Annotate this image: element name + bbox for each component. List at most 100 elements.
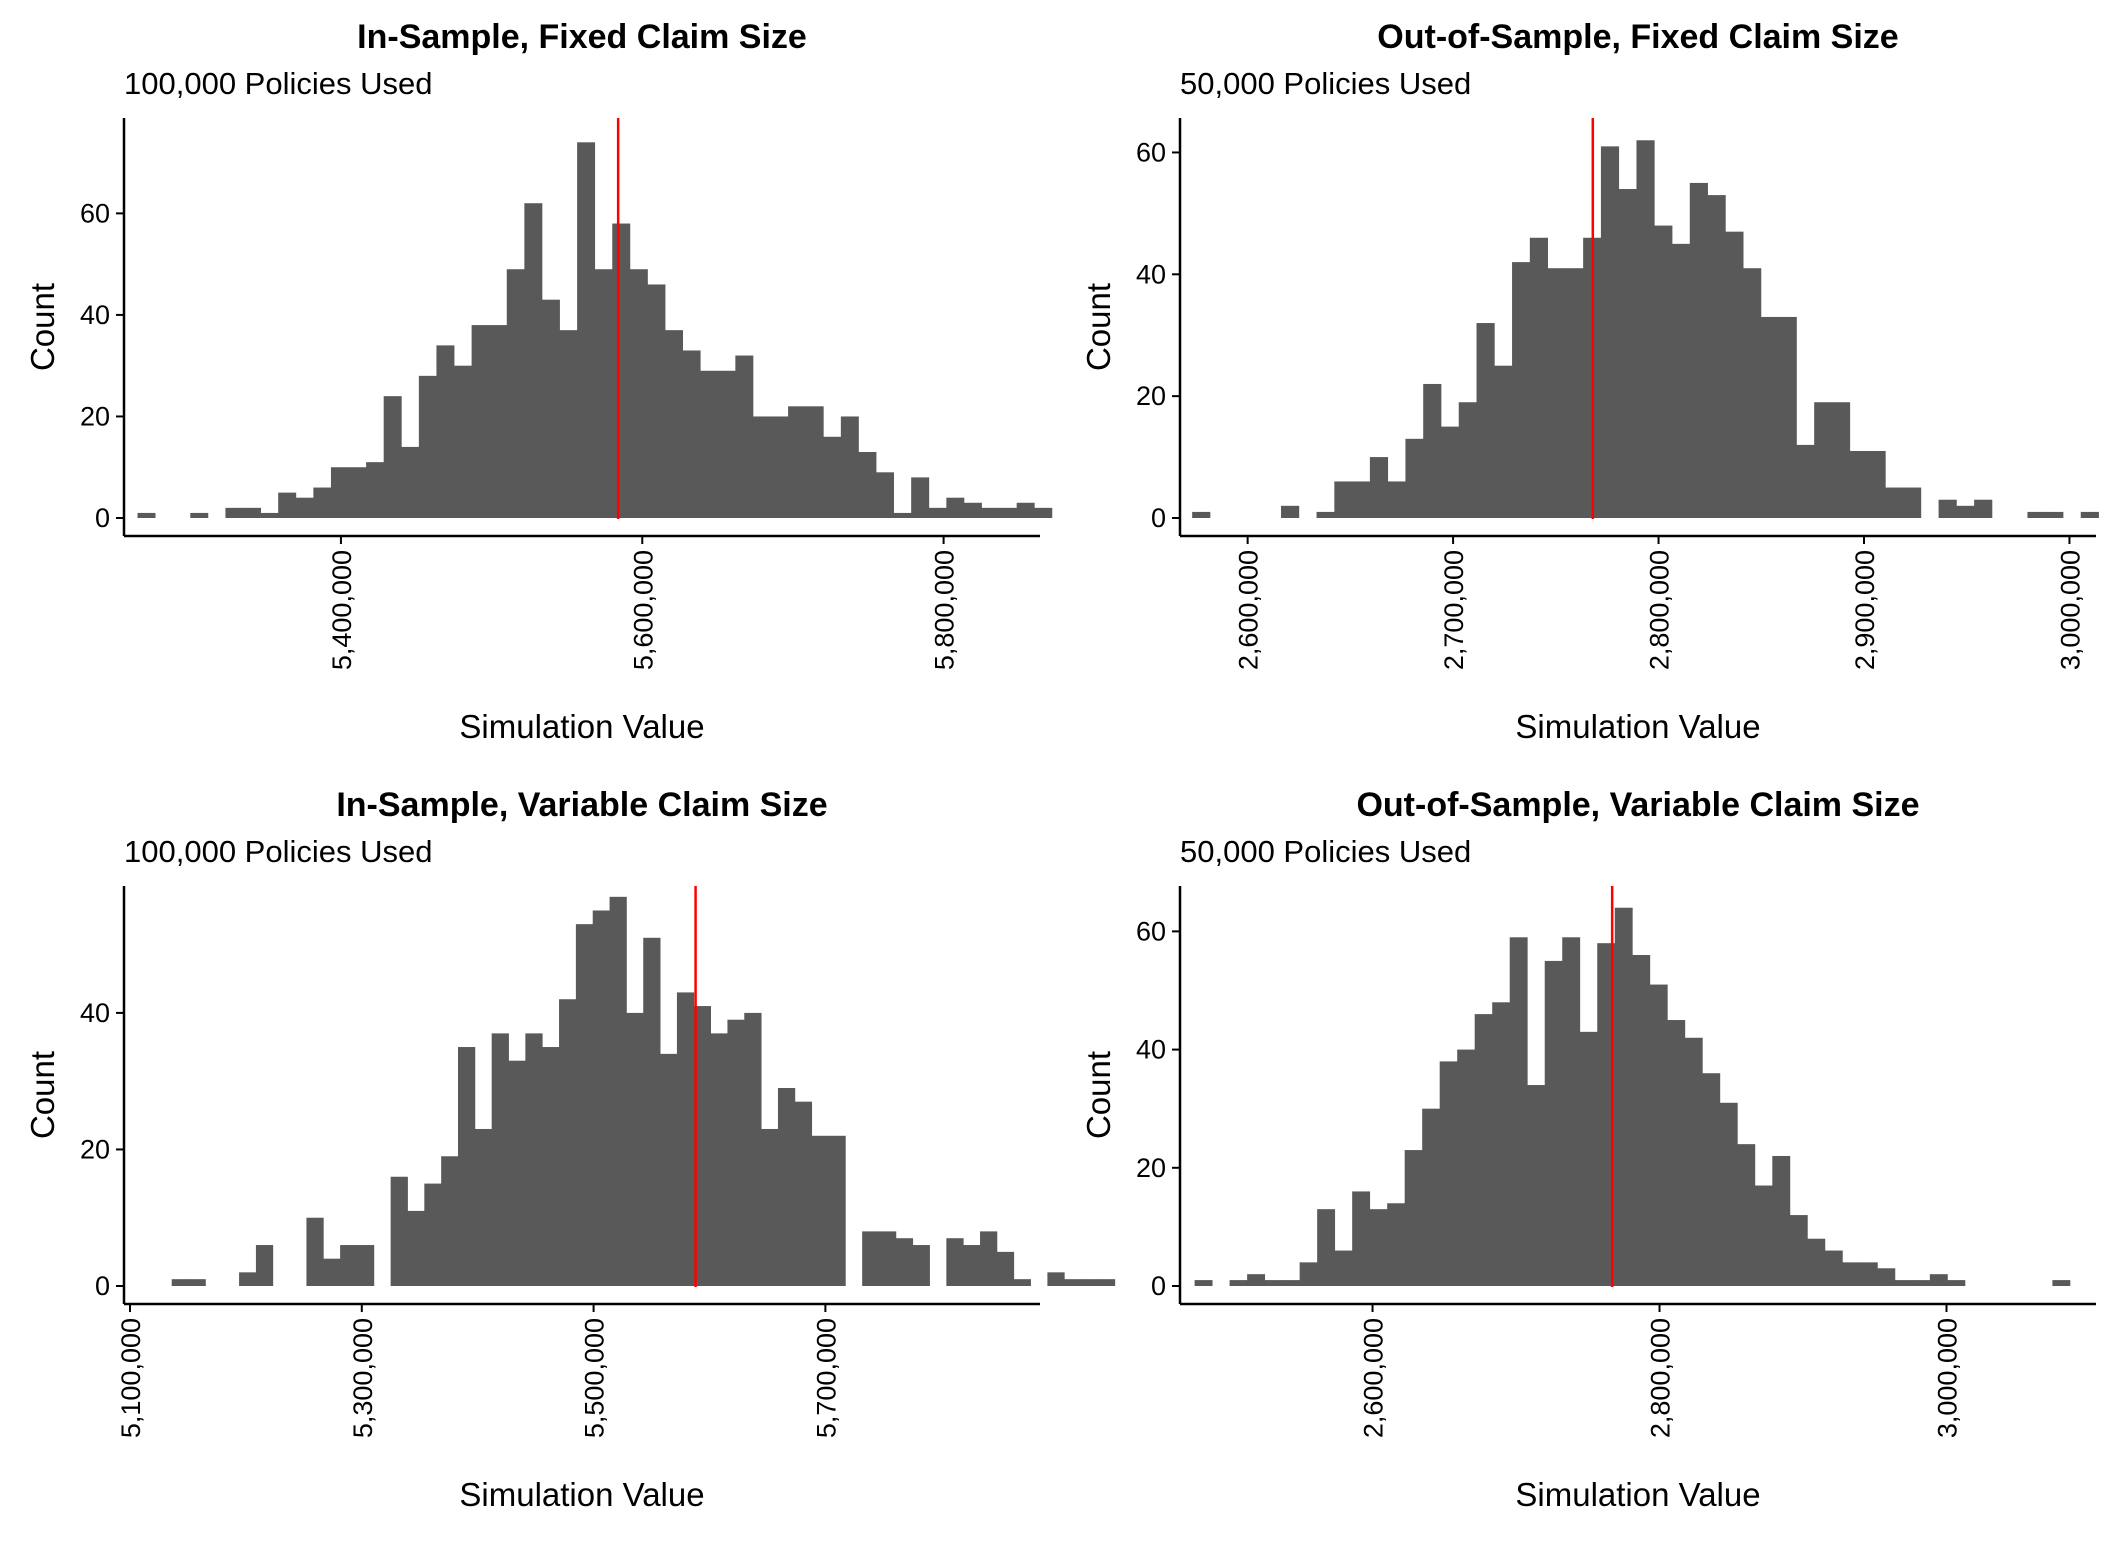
histogram-bar bbox=[1299, 1262, 1318, 1286]
histogram-bar bbox=[752, 416, 771, 518]
histogram-bar bbox=[2080, 511, 2099, 518]
histogram-bar bbox=[626, 1012, 644, 1286]
histogram-bar bbox=[1387, 1203, 1406, 1286]
histogram-bar bbox=[676, 992, 695, 1286]
y-tick-label: 20 bbox=[1136, 381, 1166, 411]
histogram-bar bbox=[1903, 487, 1922, 518]
histogram-bar bbox=[524, 203, 543, 518]
histogram-bar bbox=[1760, 316, 1780, 518]
y-tick-label: 40 bbox=[1136, 1035, 1166, 1065]
histogram-bar bbox=[1877, 1268, 1896, 1286]
histogram-bar bbox=[1929, 1274, 1948, 1286]
histogram-bar bbox=[239, 1272, 257, 1286]
panel-title: In-Sample, Variable Claim Size bbox=[336, 786, 827, 824]
histogram-bar bbox=[744, 1012, 762, 1286]
histogram-bar bbox=[1737, 1144, 1756, 1286]
histogram-bar bbox=[1457, 1049, 1476, 1286]
y-tick-label: 60 bbox=[1136, 137, 1166, 167]
histogram-bar bbox=[1600, 146, 1620, 518]
histogram-bar bbox=[876, 472, 894, 518]
histogram-bar bbox=[390, 1176, 408, 1286]
histogram-bar bbox=[1034, 507, 1053, 518]
histogram-bar bbox=[1667, 1020, 1686, 1286]
histogram-bar bbox=[255, 1245, 274, 1286]
histogram-bar bbox=[1492, 1002, 1511, 1286]
histogram-bar bbox=[794, 1101, 813, 1286]
histogram-bar bbox=[1352, 481, 1371, 518]
x-tick-label: 2,800,000 bbox=[1645, 550, 1675, 670]
histogram-bar bbox=[1938, 499, 1957, 518]
histogram-bar bbox=[1229, 1280, 1248, 1286]
histogram-bar bbox=[1013, 1279, 1031, 1286]
histogram-bar bbox=[1618, 189, 1637, 518]
histogram-bar bbox=[401, 446, 420, 518]
histogram-bar bbox=[1281, 505, 1300, 518]
y-axis-label: Count bbox=[24, 283, 61, 371]
histogram-bar bbox=[1885, 487, 1904, 518]
histogram-bar bbox=[2052, 1280, 2071, 1286]
panel-subtitle: 100,000 Policies Used bbox=[124, 66, 432, 101]
y-tick-label: 0 bbox=[95, 503, 110, 533]
histogram-bar bbox=[629, 269, 648, 518]
histogram-bar bbox=[1527, 1085, 1546, 1286]
histogram-bar bbox=[330, 467, 349, 518]
histogram-bar bbox=[491, 1033, 509, 1286]
histogram-bar bbox=[895, 1238, 914, 1286]
y-tick-label: 0 bbox=[1151, 1271, 1166, 1301]
y-tick-label: 60 bbox=[1136, 916, 1166, 946]
x-tick-label: 2,600,000 bbox=[1234, 550, 1264, 670]
histogram-bar bbox=[340, 1245, 358, 1286]
chart-panel-2: Out-of-Sample, Fixed Claim Size 50,000 Po… bbox=[1080, 18, 2099, 745]
histogram-bar bbox=[458, 1047, 476, 1286]
y-tick-label: 0 bbox=[1151, 503, 1166, 533]
histogram-bar bbox=[418, 375, 437, 518]
histogram-bar bbox=[693, 1006, 711, 1286]
histogram-bar bbox=[559, 999, 577, 1286]
histogram-bar bbox=[1842, 1262, 1861, 1286]
histogram-bar bbox=[577, 142, 596, 519]
histogram-bar bbox=[306, 1217, 324, 1286]
histogram-bar bbox=[1689, 182, 1708, 518]
histogram-bar bbox=[1369, 1209, 1388, 1286]
histogram-bar bbox=[1404, 1150, 1423, 1286]
histogram-bar bbox=[727, 1019, 745, 1286]
histogram-bar bbox=[963, 502, 982, 518]
histogram-bar bbox=[1016, 502, 1035, 518]
histogram-bar bbox=[137, 512, 156, 518]
x-tick-label: 3,000,000 bbox=[1933, 1318, 1963, 1438]
histogram-bar bbox=[1831, 402, 1851, 518]
histogram-bar bbox=[878, 1231, 897, 1286]
histogram-bar bbox=[171, 1279, 189, 1286]
y-tick-label: 40 bbox=[80, 300, 110, 330]
histogram-bar bbox=[811, 1135, 829, 1286]
histogram-bar bbox=[1097, 1279, 1116, 1286]
histogram-bar bbox=[1849, 450, 1868, 518]
histogram-bar bbox=[1192, 511, 1211, 518]
x-tick-label: 3,000,000 bbox=[2055, 550, 2085, 670]
x-axis-label: Simulation Value bbox=[459, 708, 704, 745]
histogram-bar bbox=[1974, 499, 1993, 518]
histogram-bar bbox=[1672, 243, 1691, 518]
chart-panel-3: In-Sample, Variable Claim Size 100,000 Po… bbox=[24, 786, 1116, 1513]
histogram-bar bbox=[1512, 262, 1531, 518]
histogram-bar bbox=[612, 223, 631, 519]
histogram-bar bbox=[700, 370, 719, 518]
histogram-bar bbox=[441, 1156, 459, 1286]
histogram-bar bbox=[366, 462, 385, 518]
histogram-bar bbox=[858, 452, 877, 518]
x-tick-label: 2,700,000 bbox=[1439, 550, 1469, 670]
histogram-bar bbox=[383, 396, 402, 518]
histogram-bar bbox=[474, 1128, 493, 1286]
histogram-bar bbox=[1725, 231, 1744, 518]
panel-subtitle: 100,000 Policies Used bbox=[124, 834, 432, 869]
y-tick-label: 0 bbox=[95, 1271, 110, 1301]
histogram-bar bbox=[2027, 511, 2046, 518]
x-tick-label: 5,500,000 bbox=[580, 1318, 610, 1438]
chart-panel-1: In-Sample, Fixed Claim Size 100,000 Polic… bbox=[24, 18, 1053, 745]
histogram-bar bbox=[1422, 1108, 1441, 1286]
histogram-bar bbox=[761, 1128, 779, 1286]
histogram-bar bbox=[295, 497, 314, 518]
histogram-bar bbox=[1684, 1037, 1703, 1286]
